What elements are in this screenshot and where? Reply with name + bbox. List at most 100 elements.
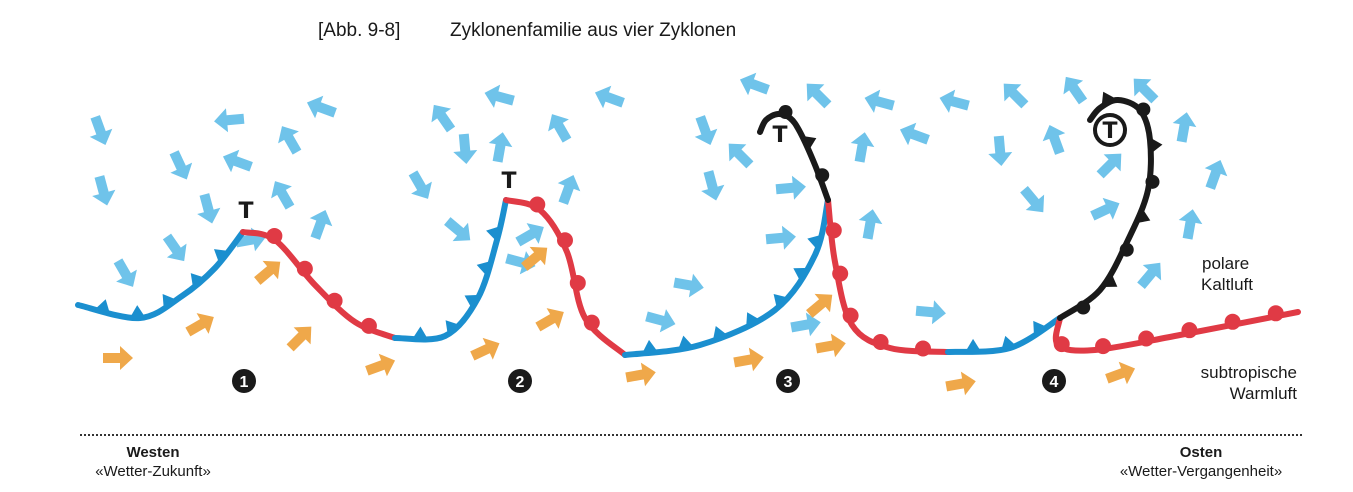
warm-front-semicircle — [1181, 322, 1198, 339]
cold-front-triangle — [642, 339, 659, 354]
cold-air-label-line1: polare — [1202, 254, 1250, 273]
cold-air-arrow-2 — [214, 108, 245, 133]
cold-air-arrow-33 — [939, 89, 970, 113]
warm-air-arrow-6 — [470, 337, 500, 361]
cold-air-arrow-17 — [548, 114, 572, 143]
warm-front-semicircle — [872, 334, 889, 351]
cold-front-triangle — [1033, 320, 1048, 337]
cold-air-arrow-20 — [488, 132, 513, 163]
cold-front-triangle — [190, 273, 206, 289]
axis-divider — [80, 434, 1302, 436]
cold-air-arrow-14 — [484, 84, 515, 108]
cold-air-arrow-40 — [915, 300, 946, 325]
cold-air-arrow-38 — [645, 309, 676, 333]
cold-air-arrow-19 — [408, 170, 432, 199]
cyclone-number-4: 4 — [1050, 374, 1059, 391]
cold-front-triangle — [464, 294, 480, 309]
cyclone-number-2: 2 — [516, 374, 525, 391]
cold-front-triangle — [807, 234, 823, 250]
cold-front-triangle — [677, 335, 694, 350]
warm-air-arrow-11 — [806, 293, 833, 318]
cold-air-arrow-21 — [557, 174, 581, 205]
cold-air-arrow-31 — [850, 132, 875, 163]
cold-air-label: polare Kaltluft — [1201, 253, 1253, 295]
cold-front-triangle — [445, 320, 461, 336]
cold-front-triangle — [712, 326, 728, 341]
warm-air-arrow-10 — [733, 347, 764, 372]
cold-front-triangle — [129, 305, 146, 319]
east-title: Osten — [1179, 444, 1223, 461]
cold-air-arrow-29 — [701, 170, 725, 201]
occlusion-semicircle — [1136, 102, 1151, 117]
warm-front-semicircle — [296, 260, 313, 277]
cold-front-line-5 — [622, 197, 831, 358]
low-pressure-label-4: T — [1102, 119, 1117, 144]
cold-air-arrows — [89, 72, 1228, 337]
warm-front-line-4 — [503, 197, 628, 358]
cold-air-arrow-3 — [306, 95, 337, 119]
cold-air-arrow-47 — [1096, 153, 1122, 179]
cold-air-arrow-16 — [594, 85, 625, 109]
cold-air-arrow-8 — [197, 193, 221, 224]
warm-air-arrow-1 — [103, 346, 133, 370]
cyclone-number-1: 1 — [240, 374, 249, 391]
low-pressure-label-3: T — [772, 123, 787, 148]
low-ring-4 — [1093, 113, 1127, 147]
east-subtitle: «Wetter-Vergangenheit» — [1119, 463, 1283, 480]
warm-air-arrows — [103, 246, 1136, 396]
occlusion-semicircle — [1145, 174, 1160, 189]
warm-air-arrow-5 — [365, 353, 396, 377]
warm-front-semicircle — [1053, 336, 1070, 353]
occlusion-triangle — [1136, 208, 1151, 224]
warm-front-semicircle — [569, 274, 586, 291]
low-pressure-label-1: T — [238, 199, 253, 224]
cold-air-arrow-1 — [89, 115, 113, 146]
occlusion-semicircle — [778, 105, 793, 120]
cold-air-arrow-32 — [864, 89, 895, 113]
occl-front-line-9 — [757, 110, 831, 203]
cold-air-arrow-12 — [309, 209, 333, 240]
warm-air-arrow-14 — [1105, 361, 1136, 385]
cold-air-arrow-6 — [222, 149, 253, 173]
west-title: Westen — [126, 444, 180, 461]
cold-air-arrow-15 — [431, 104, 456, 133]
warm-front-line-6 — [825, 197, 951, 355]
figure-caption: [Abb. 9-8] Zyklonenfamilie aus vier Zyklo… — [318, 20, 736, 42]
figure-title: Zyklonenfamilie aus vier Zyklonen — [450, 20, 737, 41]
cold-air-arrow-41 — [1003, 83, 1029, 109]
cold-air-arrow-51 — [1178, 209, 1203, 240]
warm-front-semicircle — [1095, 338, 1112, 355]
cyclone-number-badge-4 — [1042, 369, 1066, 393]
cold-front-triangle — [773, 293, 789, 309]
warm-front-semicircle — [842, 307, 859, 324]
warm-front-semicircle — [832, 265, 849, 282]
cold-front-triangle — [162, 293, 177, 310]
occl-front-line-10 — [1057, 97, 1154, 321]
east-label: Osten «Wetter-Vergangenheit» — [1090, 443, 1312, 481]
warm-air-arrow-4 — [286, 326, 312, 352]
front-symbols — [94, 91, 1284, 357]
cyclone-numbers: 1 2 3 4 — [232, 369, 1066, 393]
cold-air-arrow-9 — [271, 181, 295, 210]
cold-air-arrow-49 — [1172, 112, 1197, 143]
warm-air-arrow-9 — [625, 362, 656, 387]
low-pressure-markers: T T T T — [238, 113, 1127, 224]
cold-air-arrow-4 — [92, 175, 116, 206]
occlusion-triangle — [1102, 273, 1118, 287]
warm-air-label-line2: Warmluft — [1229, 384, 1297, 403]
cold-air-arrow-23 — [515, 223, 544, 247]
west-label: Westen «Wetter-Zukunft» — [80, 443, 226, 481]
cold-air-arrow-18 — [453, 133, 478, 164]
warm-front-semicircle — [583, 314, 600, 331]
cold-air-arrow-22 — [444, 217, 471, 242]
cold-air-arrow-30 — [775, 175, 806, 200]
cyclone-number-badge-1 — [232, 369, 256, 393]
cold-front-triangle — [412, 326, 429, 340]
cold-air-arrow-42 — [1063, 76, 1088, 105]
cold-air-arrow-45 — [1042, 124, 1066, 155]
cold-air-arrow-50 — [1204, 159, 1228, 190]
cold-air-arrow-34 — [899, 122, 930, 146]
warm-front-semicircle — [266, 227, 283, 244]
west-subtitle: «Wetter-Zukunft» — [95, 463, 211, 480]
